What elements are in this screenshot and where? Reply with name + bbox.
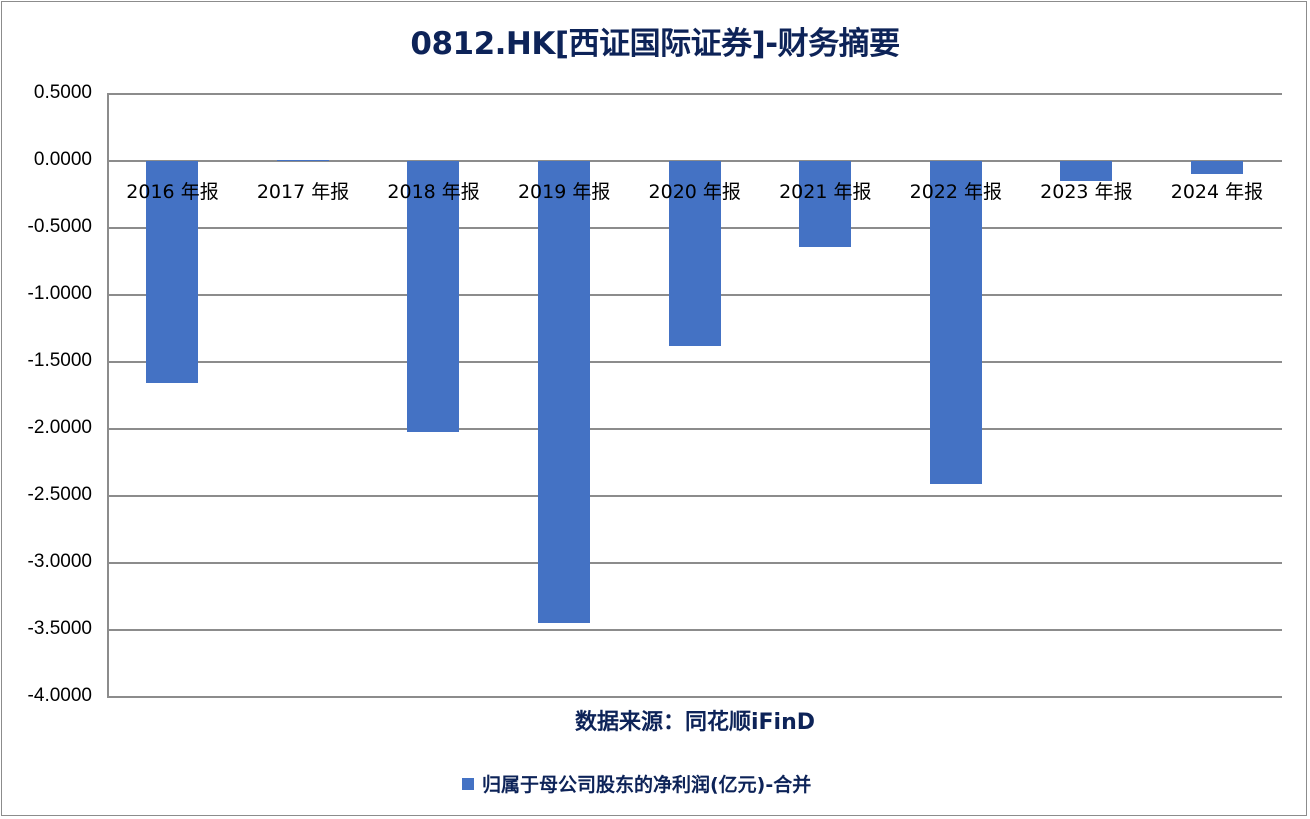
chart-title: 0812.HK[西证国际证券]-财务摘要	[410, 26, 900, 62]
y-tick-label: -2.0000	[27, 417, 92, 438]
gridline	[107, 562, 1282, 564]
x-axis-label: 2024 年报	[1170, 181, 1264, 203]
y-tick-label: -0.5000	[27, 216, 92, 237]
legend-label: 归属于母公司股东的净利润(亿元)-合并	[482, 774, 812, 796]
gridline	[107, 93, 1282, 95]
y-tick-label: -3.5000	[27, 618, 92, 639]
y-tick-label: -2.5000	[27, 484, 92, 505]
legend: 归属于母公司股东的净利润(亿元)-合并	[462, 770, 811, 797]
gridline	[107, 361, 1282, 363]
bar-2018-年报	[407, 161, 460, 432]
x-axis-label: 2017 年报	[256, 181, 350, 203]
x-axis-label: 2021 年报	[779, 181, 872, 203]
y-tick-label: 0.5000	[33, 82, 92, 103]
x-axis-label: 2023 年报	[1040, 181, 1133, 203]
bar-2021-年报	[799, 161, 852, 247]
source-note: 数据来源：同花顺iFinD	[574, 710, 816, 735]
y-tick-label: -1.0000	[27, 283, 92, 304]
x-axis-label: 2022 年报	[909, 181, 1003, 203]
gridline	[107, 428, 1282, 430]
bar-2016-年报	[146, 161, 199, 384]
bar-2017-年报	[276, 159, 329, 161]
y-axis-line	[107, 94, 109, 698]
gridline	[107, 629, 1282, 631]
bar-2020-年报	[668, 161, 721, 346]
x-axis-label: 2018 年报	[387, 181, 480, 203]
gridline	[107, 696, 1282, 698]
y-tick-label: -1.5000	[27, 350, 92, 371]
bar-2024-年报	[1190, 161, 1243, 175]
x-axis-label: 2016 年报	[126, 181, 219, 203]
y-tick-label: 0.0000	[33, 149, 92, 170]
bar-2022-年报	[929, 161, 982, 484]
bar-2023-年报	[1060, 161, 1113, 182]
y-tick-label: -4.0000	[27, 685, 92, 706]
legend-swatch	[462, 777, 474, 790]
x-axis-label: 2020 年报	[648, 181, 741, 203]
bar-2019-年报	[537, 161, 590, 624]
x-axis-label: 2019 年报	[517, 181, 611, 203]
gridline	[107, 495, 1282, 497]
y-tick-label: -3.0000	[27, 551, 92, 572]
